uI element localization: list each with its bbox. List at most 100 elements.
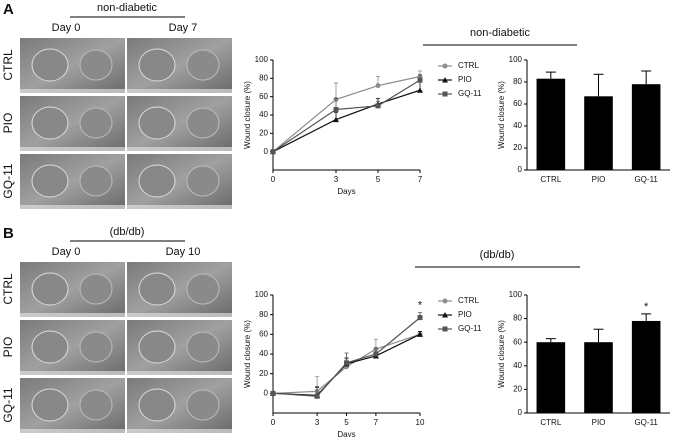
y-tick-label: 100 (255, 290, 269, 299)
point (375, 83, 381, 89)
x-tick-label: 10 (416, 418, 425, 427)
y-axis-label: Wound closure (%) (243, 81, 252, 149)
legend-label: GQ-11 (458, 324, 482, 333)
x-axis-label: Days (337, 187, 355, 196)
point (270, 390, 276, 396)
wound (79, 389, 113, 421)
point (375, 103, 381, 109)
x-tick-label: PIO (592, 175, 606, 184)
significance: * (418, 300, 423, 312)
x-tick-label: 0 (271, 175, 276, 184)
y-tick-label: 40 (259, 349, 268, 358)
wound (138, 330, 176, 364)
wound (138, 164, 176, 198)
y-tick-label: 40 (513, 361, 522, 370)
y-tick-label: 60 (513, 99, 522, 108)
y-axis-label: Wound closure (%) (497, 81, 506, 149)
y-tick-label: 20 (259, 369, 268, 378)
legend-marker (442, 63, 448, 69)
wound (79, 331, 113, 363)
y-tick-label: 0 (264, 147, 269, 156)
legend-label: PIO (458, 310, 472, 319)
y-tick-label: 20 (513, 385, 522, 394)
y-tick-label: 100 (509, 55, 523, 64)
day-label: Day 10 (166, 246, 201, 258)
ruler (20, 89, 125, 93)
legend-label: PIO (458, 75, 472, 84)
wound (186, 49, 220, 81)
x-tick-label: GQ-11 (634, 175, 658, 184)
legend-label: CTRL (458, 61, 479, 70)
ruler (127, 313, 232, 317)
y-tick-label: 100 (255, 55, 269, 64)
wound (138, 106, 176, 140)
y-tick-label: 60 (259, 329, 268, 338)
group-label: (db/db) (110, 226, 145, 238)
wound (186, 273, 220, 305)
y-tick-label: 0 (264, 388, 269, 397)
wound (31, 388, 69, 422)
ruler (20, 371, 125, 375)
point (314, 393, 320, 399)
series-line (272, 89, 421, 153)
wound (79, 107, 113, 139)
group-label: non-diabetic (97, 2, 157, 14)
day-label: Day 7 (169, 22, 198, 34)
x-tick-label: 7 (374, 418, 379, 427)
y-tick-label: 60 (513, 337, 522, 346)
legend-marker (442, 312, 448, 318)
wound (186, 165, 220, 197)
row-label: GQ-11 (1, 163, 15, 198)
bar (631, 320, 661, 413)
wound (79, 49, 113, 81)
y-tick-label: 0 (518, 408, 523, 417)
panel-label: A (3, 1, 14, 18)
wound (186, 107, 220, 139)
point (344, 360, 349, 366)
wound (138, 48, 176, 82)
y-tick-label: 20 (513, 143, 522, 152)
group-label: (db/db) (480, 249, 515, 261)
row-label: PIO (1, 337, 15, 358)
y-tick-label: 80 (513, 77, 522, 86)
x-tick-label: 3 (315, 418, 320, 427)
y-tick-label: 80 (259, 73, 268, 82)
row-label: GQ-11 (1, 387, 15, 422)
y-tick-label: 60 (259, 92, 268, 101)
bar (631, 84, 661, 170)
x-tick-label: PIO (592, 418, 606, 427)
x-tick-label: 3 (334, 175, 339, 184)
wound (79, 165, 113, 197)
wound (31, 106, 69, 140)
point (373, 351, 379, 357)
wound (186, 331, 220, 363)
y-tick-label: 80 (513, 314, 522, 323)
bar (584, 96, 613, 170)
point (417, 87, 423, 93)
x-tick-label: CTRL (540, 175, 561, 184)
ruler (20, 147, 125, 151)
row-label: PIO (1, 113, 15, 134)
legend-label: GQ-11 (458, 89, 482, 98)
wound (31, 164, 69, 198)
x-axis-label: Days (337, 430, 355, 437)
y-tick-label: 40 (513, 121, 522, 130)
series-line (272, 79, 421, 153)
x-tick-label: 0 (271, 418, 276, 427)
bar (584, 342, 613, 413)
y-axis-label: Wound closure (%) (497, 320, 506, 388)
bar (536, 78, 566, 170)
y-tick-label: 0 (518, 165, 523, 174)
wound (138, 388, 176, 422)
point (333, 116, 339, 123)
wound (31, 330, 69, 364)
significance: * (644, 301, 649, 313)
legend-marker (442, 298, 448, 304)
row-label: CTRL (1, 273, 15, 305)
day-label: Day 0 (52, 22, 81, 34)
y-axis-label: Wound closure (%) (243, 320, 252, 388)
bar (536, 342, 566, 413)
y-tick-label: 40 (259, 110, 268, 119)
y-tick-label: 20 (259, 128, 268, 137)
